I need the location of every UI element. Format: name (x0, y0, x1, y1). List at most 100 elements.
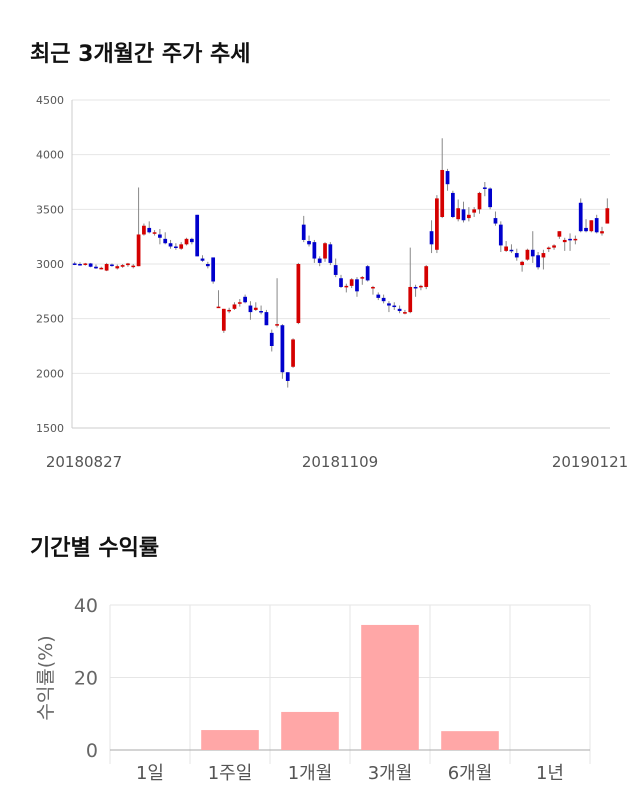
candle-body (104, 264, 109, 271)
candle-body (450, 192, 455, 217)
candle-body (94, 266, 98, 269)
candle-body (259, 311, 263, 313)
x-date-label: 20190121 (552, 453, 628, 471)
y-tick-label: 1500 (36, 422, 64, 435)
candle-body (110, 264, 114, 267)
candle-body (264, 312, 269, 326)
candle-body (339, 278, 343, 287)
x-category-label: 6개월 (448, 763, 493, 784)
candle-body (360, 277, 365, 279)
candle-body (253, 307, 258, 310)
candle-body (584, 227, 588, 232)
candle-body (195, 214, 200, 257)
candle-body (232, 304, 237, 309)
candle-body (248, 305, 253, 313)
candle-body (365, 266, 370, 281)
return-bar (441, 731, 499, 750)
candle-body (72, 263, 77, 265)
candle-body (291, 339, 295, 367)
candle-body (120, 265, 125, 267)
candle-body (349, 279, 354, 286)
candle-body (371, 286, 375, 289)
y-tick-label: 3500 (36, 203, 64, 216)
candle-body (541, 253, 546, 258)
candle-body (189, 238, 194, 243)
candle-body (573, 238, 578, 241)
candle-body (301, 224, 306, 240)
candle-body (578, 202, 583, 232)
candle-body (392, 305, 397, 308)
candle-body (184, 238, 189, 245)
candle-body (605, 208, 610, 224)
candle-body (568, 238, 572, 241)
candle-body (99, 267, 104, 270)
candle-body (546, 247, 551, 250)
candle-body (115, 266, 120, 269)
candle-body (227, 309, 232, 312)
candle-body (216, 306, 221, 309)
candle-body (482, 187, 487, 189)
y-tick-label: 0 (86, 740, 98, 762)
candle-body (285, 372, 290, 381)
candle-body (307, 241, 311, 245)
price-chart-title: 최근 3개월간 주가 추세 (30, 42, 251, 67)
y-tick-label: 3000 (36, 258, 64, 271)
candle-body (344, 285, 349, 288)
returns-chart-title: 기간별 수익률 (30, 536, 160, 561)
candle-body (317, 258, 322, 263)
candle-body (179, 244, 184, 249)
candle-body (600, 231, 604, 234)
candle-body (136, 234, 141, 267)
candle-body (557, 231, 562, 237)
candle-body (466, 214, 471, 219)
candle-body (328, 244, 333, 263)
candle-body (312, 242, 317, 259)
candle-body (355, 279, 359, 292)
candle-body (147, 227, 152, 233)
x-category-label: 1개월 (288, 763, 333, 784)
candle-body (83, 263, 88, 265)
x-date-label: 20180827 (46, 453, 122, 471)
candle-body (275, 324, 279, 326)
candle-body (126, 263, 130, 266)
candlestick-chart: 1500 2000 2500 3000 3500 4000 4500 20180827 2018… (36, 94, 628, 471)
candle-body (498, 224, 503, 246)
candle-body (269, 332, 274, 346)
x-category-label: 1년 (536, 763, 564, 784)
candle-body (200, 258, 205, 261)
candle-body (211, 257, 216, 282)
candle-body (323, 243, 327, 259)
candle-body (429, 231, 434, 245)
candle-body (205, 264, 210, 267)
x-category-label: 1일 (136, 763, 164, 784)
y-tick-label: 40 (74, 595, 98, 617)
return-bar (281, 711, 339, 750)
candle-body (456, 208, 461, 220)
candle-body (408, 286, 413, 313)
candle-body (88, 263, 93, 267)
y-tick-label: 2000 (36, 367, 64, 380)
candle-body (168, 243, 173, 247)
candle-body (472, 209, 477, 213)
candle-body (435, 198, 439, 250)
y-tick-label: 2500 (36, 313, 64, 326)
candle-body (424, 266, 429, 287)
candle-body (419, 285, 423, 288)
candle-body (296, 264, 301, 324)
candle-body (152, 232, 157, 234)
y-tick-label: 4500 (36, 94, 64, 107)
candle-body (243, 296, 247, 303)
candle-body (445, 171, 450, 185)
candle-body (552, 245, 556, 248)
candle-body (333, 265, 338, 275)
candle-body (163, 238, 168, 244)
candle-body (280, 325, 285, 373)
candle-body (530, 249, 535, 257)
return-bar (201, 730, 259, 750)
candle-body (504, 246, 508, 251)
x-category-label: 1주일 (208, 763, 253, 784)
candle-body (131, 265, 136, 268)
y-tick-label: 4000 (36, 149, 64, 162)
candle-body (387, 303, 391, 306)
